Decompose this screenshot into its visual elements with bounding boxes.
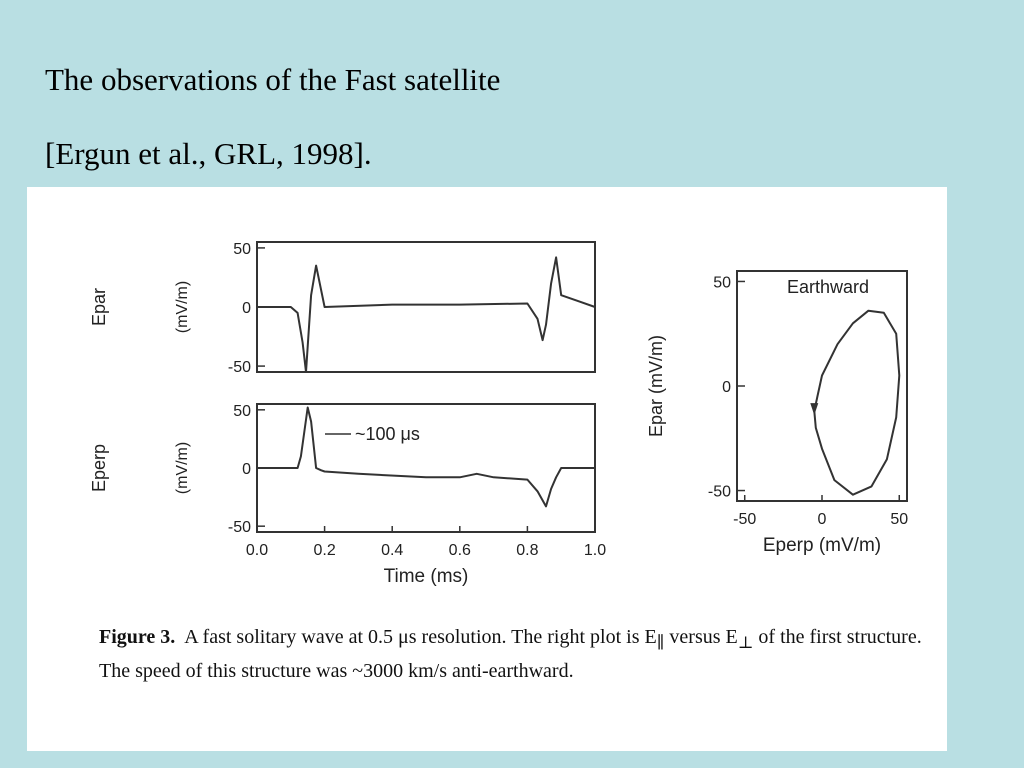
series-line-epar-vs-eperp [813,309,901,496]
caption-figure-label: Figure 3. [99,626,176,648]
y-tick-label: -50 [708,484,731,501]
x-tick-label: 0 [818,511,827,528]
y-axis-unit: (mV/m) [174,281,191,333]
direction-arrow [810,403,819,416]
x-tick-label: 50 [890,511,908,528]
caption-text-3: of the first structure. The speed of thi… [99,626,922,682]
x-tick-label: 1.0 [584,542,606,559]
x-tick-label: 0.2 [313,542,335,559]
y-axis-label: Eperp [89,444,109,492]
figure-svg: 50 0 -50 Epar (mV/m) 50 0 -50 0.0 0.2 0.4 0.6 0.8 1.0… [89,241,908,587]
caption-text-2: versus E [664,626,738,648]
x-tick-label: 0.8 [516,542,538,559]
slide-title-line-2: [Ergun et al., GRL, 1998]. [45,136,372,171]
series-line-eperp-vs-time [257,406,595,508]
x-tick-label: 0.6 [449,542,471,559]
series-line-epar-vs-time [257,256,596,373]
x-tick-label: 0.4 [381,542,403,559]
y-tick-label: 50 [713,274,731,291]
y-tick-label: 0 [242,461,251,478]
annotation-label: ~100 μs [355,424,420,444]
y-axis-label: Epar [89,288,109,326]
x-axis-label: Eperp (mV/m) [763,535,881,556]
x-axis-label: Time (ms) [384,566,469,587]
y-axis-label: Epar (mV/m) [646,335,666,437]
y-tick-label: 50 [233,403,251,420]
plot-frame-eperp-vs-time [256,403,596,533]
y-axis-unit: (mV/m) [174,442,191,494]
y-tick-label: 0 [242,300,251,317]
caption-perp-sub: ⊥ [737,633,754,652]
plot-frame-epar-vs-eperp [736,270,908,502]
x-tick-label: -50 [733,511,756,528]
plot-title: Earthward [787,277,869,297]
figure-caption: Figure 3. A fast solitary wave at 0.5 μs… [99,623,939,686]
slide-title-line-1: The observations of the Fast satellite [45,62,501,97]
caption-text-1: A fast solitary wave at 0.5 μs resolutio… [184,626,657,648]
caption-par-sub: ∥ [656,633,665,652]
figure-panel: 50 0 -50 Epar (mV/m) 50 0 -50 0.0 0.2 0.4 0.6 0.8 1.0… [27,187,947,751]
y-tick-label: 0 [722,379,731,396]
x-tick-label: 0.0 [246,542,268,559]
y-tick-label: -50 [228,519,251,536]
y-tick-label: 50 [233,241,251,258]
y-tick-label: -50 [228,359,251,376]
